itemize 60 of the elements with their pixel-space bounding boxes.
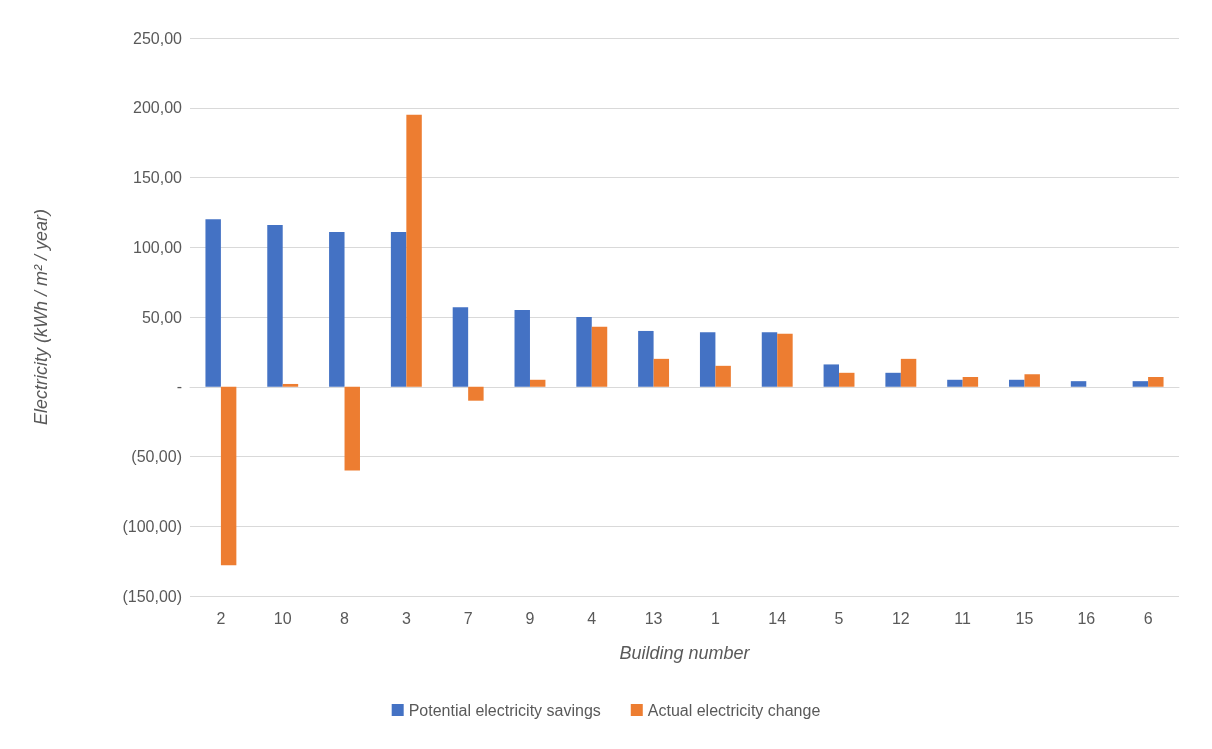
- bar: [947, 379, 963, 387]
- bar: [205, 219, 221, 387]
- bar: [220, 386, 237, 566]
- bar: [777, 333, 793, 387]
- bar: [962, 376, 979, 387]
- y-tick-label: 100,00: [133, 238, 183, 256]
- x-tick-label: 3: [401, 609, 411, 627]
- bar: [839, 372, 855, 387]
- bar: [452, 307, 469, 387]
- bar: [329, 231, 345, 387]
- bar: [344, 386, 360, 471]
- x-tick-label: 7: [463, 609, 473, 627]
- bar: [715, 365, 731, 387]
- bar: [699, 332, 716, 387]
- y-axis-title: Electricity (kWh / m² / year): [31, 208, 51, 426]
- y-tick-label: 150,00: [133, 169, 183, 186]
- bar: [406, 114, 422, 387]
- bar: [468, 386, 484, 401]
- x-tick-label: 1: [710, 609, 720, 627]
- y-tick-label: (150,00): [122, 587, 182, 605]
- y-tick-label: 200,00: [133, 99, 183, 117]
- bar: [823, 364, 840, 387]
- x-tick-label: 8: [340, 609, 350, 627]
- x-tick-label: 6: [1143, 609, 1153, 627]
- x-tick-label: 16: [1077, 609, 1096, 627]
- bar: [1024, 374, 1040, 387]
- x-tick-label: 10: [273, 609, 292, 627]
- x-tick-label: 12: [891, 609, 910, 627]
- bar: [653, 358, 670, 387]
- bar: [1070, 381, 1087, 387]
- bar: [1009, 379, 1025, 387]
- x-tick-label: 9: [525, 609, 535, 627]
- y-tick-label: 250,00: [133, 29, 183, 47]
- bar: [529, 379, 546, 387]
- x-tick-label: 2: [216, 609, 226, 627]
- bar: [576, 317, 592, 387]
- bar: [1148, 376, 1164, 387]
- legend-label: Actual electricity change: [647, 701, 821, 719]
- bar: [1132, 381, 1149, 387]
- legend-label: Potential electricity savings: [408, 701, 601, 719]
- bar: [761, 332, 778, 387]
- y-tick-label: -: [176, 378, 182, 396]
- y-tick-label: (50,00): [131, 448, 182, 465]
- bar: [885, 372, 901, 387]
- y-tick-label: (100,00): [122, 517, 182, 535]
- x-axis-title: Building number: [619, 643, 751, 663]
- bar: [514, 310, 530, 387]
- bar: [591, 326, 608, 387]
- y-tick-label: 50,00: [141, 308, 183, 326]
- bar: [282, 383, 299, 387]
- x-tick-label: 14: [768, 609, 787, 627]
- x-tick-label: 13: [644, 609, 663, 627]
- bar: [267, 224, 283, 387]
- bar: [390, 231, 407, 387]
- x-tick-label: 4: [587, 609, 597, 627]
- bar: [638, 330, 654, 387]
- x-tick-label: 15: [1015, 609, 1034, 627]
- x-tick-label: 11: [954, 609, 972, 627]
- x-tick-label: 5: [834, 609, 844, 627]
- bar: [900, 358, 917, 387]
